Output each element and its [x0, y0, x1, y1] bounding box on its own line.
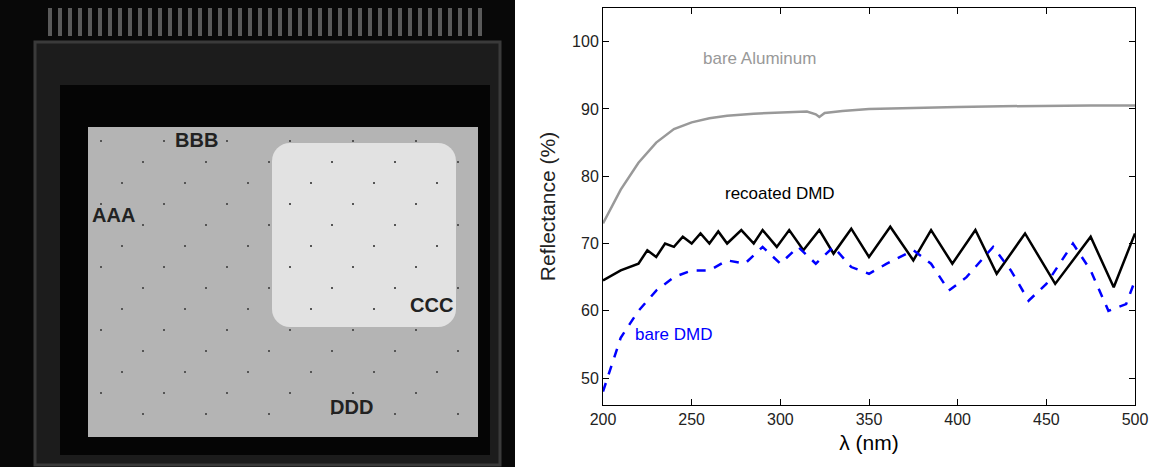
svg-text:90: 90	[581, 101, 599, 118]
svg-text:500: 500	[1122, 411, 1149, 428]
svg-text:450: 450	[1033, 411, 1060, 428]
svg-text:Reflectance (%): Reflectance (%)	[536, 132, 559, 281]
svg-text:λ (nm): λ (nm)	[839, 431, 899, 454]
svg-text:400: 400	[944, 411, 971, 428]
svg-text:AAA: AAA	[92, 204, 135, 226]
svg-text:100: 100	[572, 33, 599, 50]
svg-text:80: 80	[581, 168, 599, 185]
svg-text:recoated DMD: recoated DMD	[725, 184, 835, 203]
svg-text:CCC: CCC	[410, 294, 453, 316]
svg-text:DDD: DDD	[330, 396, 373, 418]
svg-text:50: 50	[581, 370, 599, 387]
svg-text:250: 250	[678, 411, 705, 428]
svg-text:200: 200	[590, 411, 617, 428]
svg-text:BBB: BBB	[175, 129, 218, 151]
svg-text:bare DMD: bare DMD	[635, 325, 712, 344]
svg-text:300: 300	[767, 411, 794, 428]
svg-text:bare Aluminum: bare Aluminum	[703, 49, 816, 68]
svg-text:350: 350	[856, 411, 883, 428]
svg-text:60: 60	[581, 302, 599, 319]
svg-text:70: 70	[581, 235, 599, 252]
